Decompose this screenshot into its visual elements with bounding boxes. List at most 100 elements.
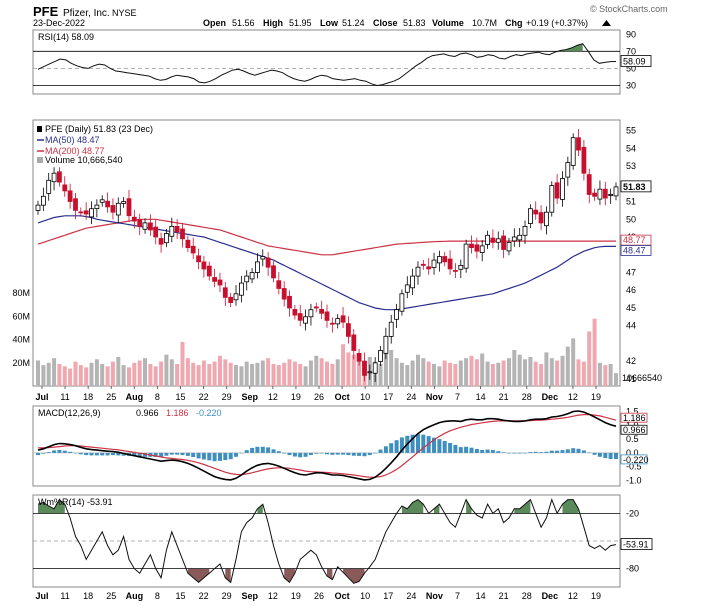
candle-body bbox=[335, 318, 341, 325]
date-tick-label-7: 22 bbox=[199, 392, 209, 402]
date-tick-label-9: Sep bbox=[241, 392, 258, 402]
bottom-date-tick-label-7: 22 bbox=[199, 591, 209, 601]
low-value: 51.24 bbox=[342, 18, 365, 28]
williams-oversold-fill bbox=[284, 568, 295, 583]
volume-bar bbox=[308, 360, 313, 386]
williams-last-box bbox=[620, 538, 653, 550]
candle-body bbox=[222, 287, 228, 298]
volume-bar bbox=[244, 361, 249, 386]
macd-histogram-bar bbox=[341, 452, 346, 455]
bottom-date-tick-label-22: Dec bbox=[542, 591, 559, 601]
legend-volume-swatch bbox=[37, 157, 43, 163]
bottom-date-tick-label-3: 25 bbox=[106, 591, 116, 601]
volume-bar bbox=[73, 361, 78, 386]
macd-histogram-bar bbox=[73, 452, 78, 454]
candle-body bbox=[506, 241, 512, 252]
williams-overbought-fill bbox=[38, 499, 65, 514]
bottom-date-tick-label-14: 10 bbox=[360, 591, 370, 601]
candle-body bbox=[522, 225, 528, 236]
candle-body bbox=[362, 360, 367, 376]
candle-body bbox=[431, 259, 437, 268]
volume-bar bbox=[78, 365, 83, 386]
volume-bar bbox=[523, 359, 527, 386]
volume-bar bbox=[576, 359, 581, 386]
volume-bar bbox=[507, 358, 511, 386]
macd-signal-value: 1.186 bbox=[166, 408, 189, 418]
macd-histogram-bar bbox=[121, 452, 126, 456]
date-tick-label-17: Nov bbox=[426, 392, 443, 402]
candle-body bbox=[142, 222, 148, 230]
williams-overbought-fill bbox=[257, 504, 263, 514]
rsi-last-box bbox=[620, 55, 652, 67]
price-tick-label-12: 41 bbox=[626, 374, 636, 384]
macd-histogram-bar bbox=[212, 452, 217, 462]
macd-histogram-bar bbox=[544, 451, 549, 453]
high-label: High bbox=[263, 18, 283, 28]
volume-bar bbox=[410, 360, 415, 386]
bottom-date-tick-label-5: 8 bbox=[155, 591, 160, 601]
close-label: Close bbox=[373, 18, 398, 28]
date-tick-label-13: Oct bbox=[335, 392, 350, 402]
macd-histogram-bar bbox=[410, 434, 415, 453]
price-tick-label-5: 50 bbox=[626, 214, 636, 224]
candle-body bbox=[180, 228, 185, 240]
macd-histogram-bar bbox=[373, 452, 378, 454]
bottom-date-tick-label-18: 7 bbox=[455, 591, 460, 601]
macd-label: MACD(12,26,9) bbox=[38, 408, 101, 418]
macd-histogram-bar bbox=[523, 452, 527, 454]
price-tick-label-0: 55 bbox=[626, 126, 636, 136]
macd-histogram-bar bbox=[474, 449, 479, 453]
macd-value: 0.966 bbox=[136, 408, 159, 418]
candle-body bbox=[345, 323, 351, 337]
macd-histogram-bar bbox=[110, 452, 115, 456]
candle-body bbox=[57, 171, 62, 183]
volume-bar bbox=[485, 361, 490, 386]
candle-body bbox=[67, 190, 73, 202]
macd-histogram-bar bbox=[325, 452, 329, 455]
candle-body bbox=[265, 257, 271, 268]
change-up-arrow-icon bbox=[602, 20, 611, 26]
candle-body bbox=[94, 204, 100, 210]
volume-bar bbox=[533, 361, 538, 386]
macd-histogram-bar bbox=[383, 446, 388, 453]
rsi-last-label: 58.09 bbox=[623, 56, 646, 66]
candle-body bbox=[121, 201, 126, 204]
date-tick-label-0: Jul bbox=[35, 392, 48, 402]
company-name: Pfizer, Inc. bbox=[63, 8, 110, 19]
candle-body bbox=[249, 272, 255, 280]
volume-bar bbox=[501, 360, 506, 386]
watermark: © StockCharts.com bbox=[590, 4, 668, 14]
candle-body bbox=[404, 284, 410, 293]
rsi-series-line bbox=[37, 43, 617, 87]
candle-body bbox=[340, 315, 346, 323]
volume-bar bbox=[437, 366, 442, 386]
volume-bar bbox=[223, 359, 228, 386]
volume-bar bbox=[453, 364, 458, 386]
volume-bar bbox=[137, 360, 142, 386]
bottom-date-tick-label-8: 29 bbox=[222, 591, 232, 601]
candle-body bbox=[565, 162, 571, 178]
candle-body bbox=[528, 208, 533, 224]
exchange-label: NYSE bbox=[112, 8, 137, 18]
macd-histogram-bar bbox=[164, 452, 169, 456]
macd-tick-label-2: 0.5 bbox=[626, 434, 639, 444]
volume-bar bbox=[185, 358, 190, 386]
date-tick-label-1: 11 bbox=[60, 392, 69, 402]
volume-bar bbox=[560, 355, 565, 386]
volume-bar bbox=[148, 364, 153, 386]
candle-body bbox=[452, 269, 458, 272]
volume-bar bbox=[399, 362, 404, 386]
macd-histogram-bar bbox=[266, 447, 271, 453]
macd-hist-value: -0.220 bbox=[196, 408, 222, 418]
price-tick-label-11: 42 bbox=[626, 356, 636, 366]
macd-tick-label-4: -0.5 bbox=[626, 462, 642, 472]
macd-histogram-bar bbox=[276, 451, 281, 453]
chg-value: +0.19 (+0.37%) bbox=[526, 18, 588, 28]
macd-histogram-bar bbox=[608, 452, 613, 459]
candle-body bbox=[383, 335, 389, 354]
candle-body bbox=[474, 244, 480, 252]
close-value: 51.83 bbox=[403, 18, 426, 28]
chart-header: PFE Pfizer, Inc. NYSE © StockCharts.com … bbox=[33, 4, 668, 28]
candle-body bbox=[131, 216, 137, 222]
volume-bar bbox=[549, 358, 554, 386]
